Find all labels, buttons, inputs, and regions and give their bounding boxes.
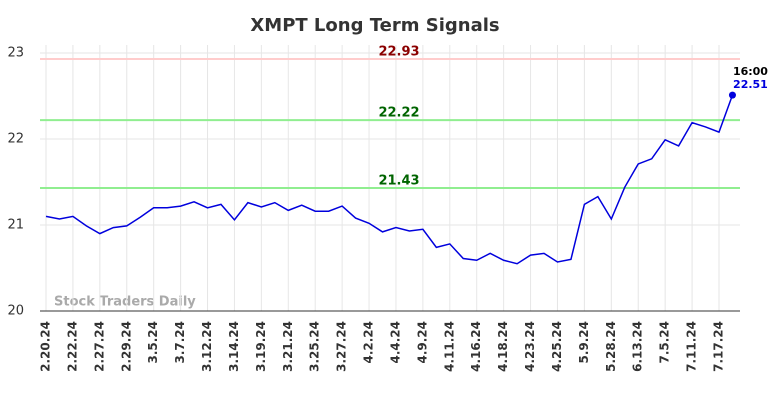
signal-label: 21.43: [378, 174, 419, 189]
x-tick-label: 3.19.24: [254, 321, 268, 372]
x-tick-label: 2.27.24: [92, 321, 106, 372]
x-tick-label: 3.21.24: [281, 321, 295, 372]
x-tick-label: 4.4.24: [388, 321, 402, 364]
x-tick-label: 2.20.24: [39, 321, 53, 372]
x-tick-label: 7.5.24: [658, 321, 672, 364]
x-tick-label: 4.25.24: [550, 321, 564, 372]
last-time: 16:00: [733, 65, 768, 78]
x-tick-label: 5.9.24: [577, 321, 591, 364]
y-tick-label: 22: [7, 132, 24, 147]
x-tick-label: 3.7.24: [173, 321, 187, 364]
x-tick-label: 4.16.24: [469, 321, 483, 372]
x-tick-label: 4.18.24: [496, 321, 510, 372]
last-value: 22.51: [733, 78, 768, 91]
signal-label: 22.22: [378, 106, 419, 121]
x-tick-label: 2.22.24: [65, 321, 79, 372]
x-tick-label: 3.12.24: [200, 321, 214, 372]
x-tick-label: 3.5.24: [146, 321, 160, 364]
series-line: [45, 94, 734, 265]
y-tick-label: 21: [7, 218, 24, 233]
signal-label: 22.93: [378, 45, 419, 60]
x-tick-label: 7.11.24: [685, 321, 699, 372]
last-point: [728, 91, 736, 99]
x-tick-label: 4.9.24: [415, 321, 429, 364]
x-tick-label: 2.29.24: [119, 321, 133, 372]
x-tick-label: 5.28.24: [604, 321, 618, 372]
watermark: Stock Traders Daily: [54, 295, 196, 310]
x-tick-label: 4.23.24: [523, 321, 537, 372]
chart-title: XMPT Long Term Signals: [250, 15, 499, 36]
y-tick-label: 23: [7, 46, 24, 61]
x-tick-label: 6.13.24: [631, 321, 645, 372]
y-tick-label: 20: [7, 304, 24, 319]
x-tick-label: 3.14.24: [227, 321, 241, 372]
x-tick-label: 7.17.24: [712, 321, 726, 372]
x-tick-label: 3.27.24: [335, 321, 349, 372]
x-tick-label: 4.2.24: [362, 321, 376, 364]
x-tick-label: 4.11.24: [442, 321, 456, 372]
x-tick-label: 3.25.24: [308, 321, 322, 372]
